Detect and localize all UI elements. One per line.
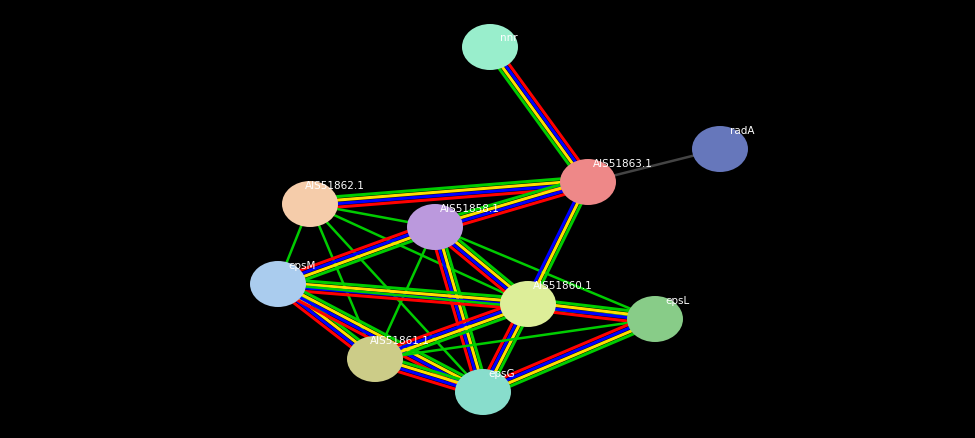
Text: AIS51858.1: AIS51858.1	[440, 204, 500, 213]
Ellipse shape	[627, 297, 683, 342]
Text: radA: radA	[730, 126, 755, 136]
Text: epsL: epsL	[665, 295, 689, 305]
Ellipse shape	[347, 336, 403, 382]
Text: AIS51862.1: AIS51862.1	[305, 180, 365, 191]
Text: epsG: epsG	[488, 368, 515, 378]
Ellipse shape	[407, 205, 463, 251]
Ellipse shape	[250, 261, 306, 307]
Text: epsM: epsM	[288, 261, 315, 270]
Text: AIS51861.1: AIS51861.1	[370, 335, 430, 345]
Text: AIS51863.1: AIS51863.1	[593, 159, 653, 169]
Ellipse shape	[455, 369, 511, 415]
Text: nnr: nnr	[500, 33, 518, 43]
Ellipse shape	[560, 159, 616, 205]
Text: AIS51860.1: AIS51860.1	[533, 280, 593, 290]
Ellipse shape	[500, 281, 556, 327]
Ellipse shape	[692, 127, 748, 173]
Ellipse shape	[462, 25, 518, 71]
Ellipse shape	[282, 182, 338, 227]
